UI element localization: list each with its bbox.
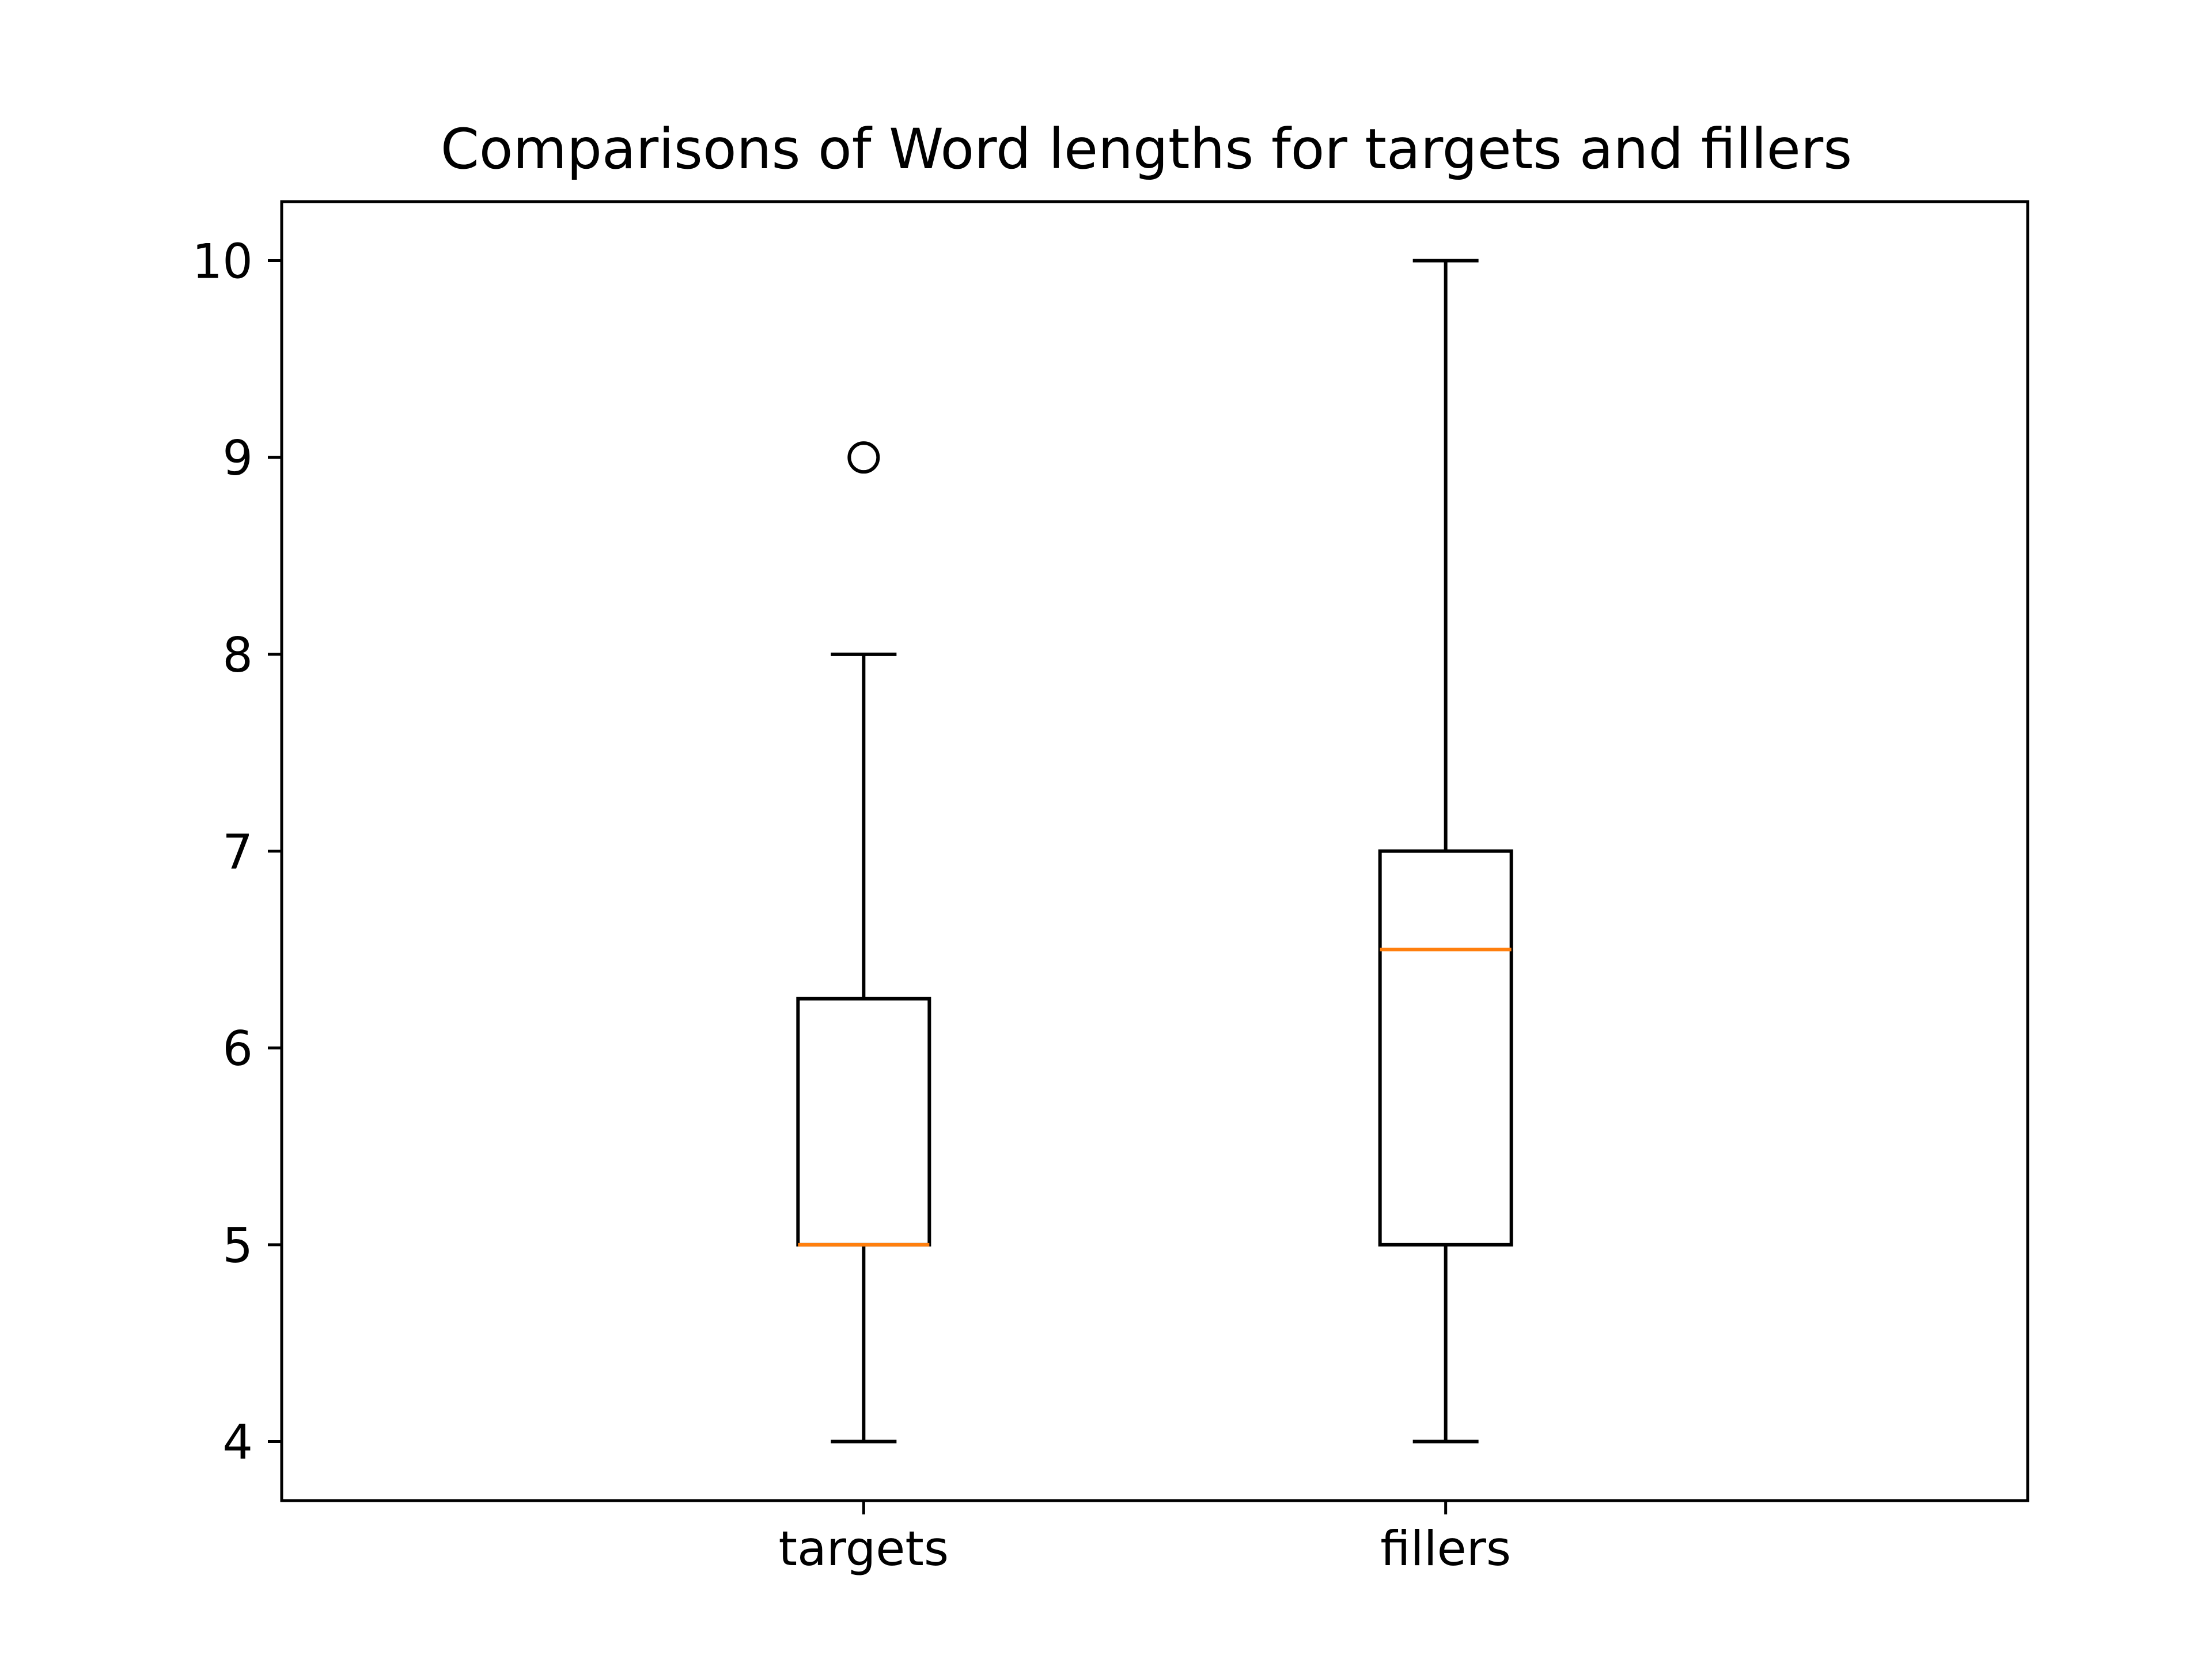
- x-tick-label: fillers: [1380, 1521, 1511, 1577]
- y-tick-label: 6: [222, 1021, 253, 1077]
- y-tick-label: 10: [192, 234, 253, 290]
- chart-title: Comparisons of Word lengths for targets …: [441, 117, 1853, 181]
- plot-area: 4 5 6 7 8 9 10 targets fillers: [192, 200, 2029, 1577]
- box-fillers: [1378, 849, 1513, 1247]
- y-tick-label: 8: [222, 627, 253, 683]
- box-targets: [796, 997, 931, 1247]
- x-tick-label: targets: [779, 1521, 949, 1577]
- y-tick-label: 9: [222, 430, 253, 486]
- y-tick-label: 7: [222, 824, 253, 880]
- y-tick-label: 5: [222, 1218, 253, 1274]
- axes-frame: [280, 200, 2029, 1502]
- outlier-point: [847, 441, 880, 474]
- y-tick-label: 4: [222, 1415, 253, 1471]
